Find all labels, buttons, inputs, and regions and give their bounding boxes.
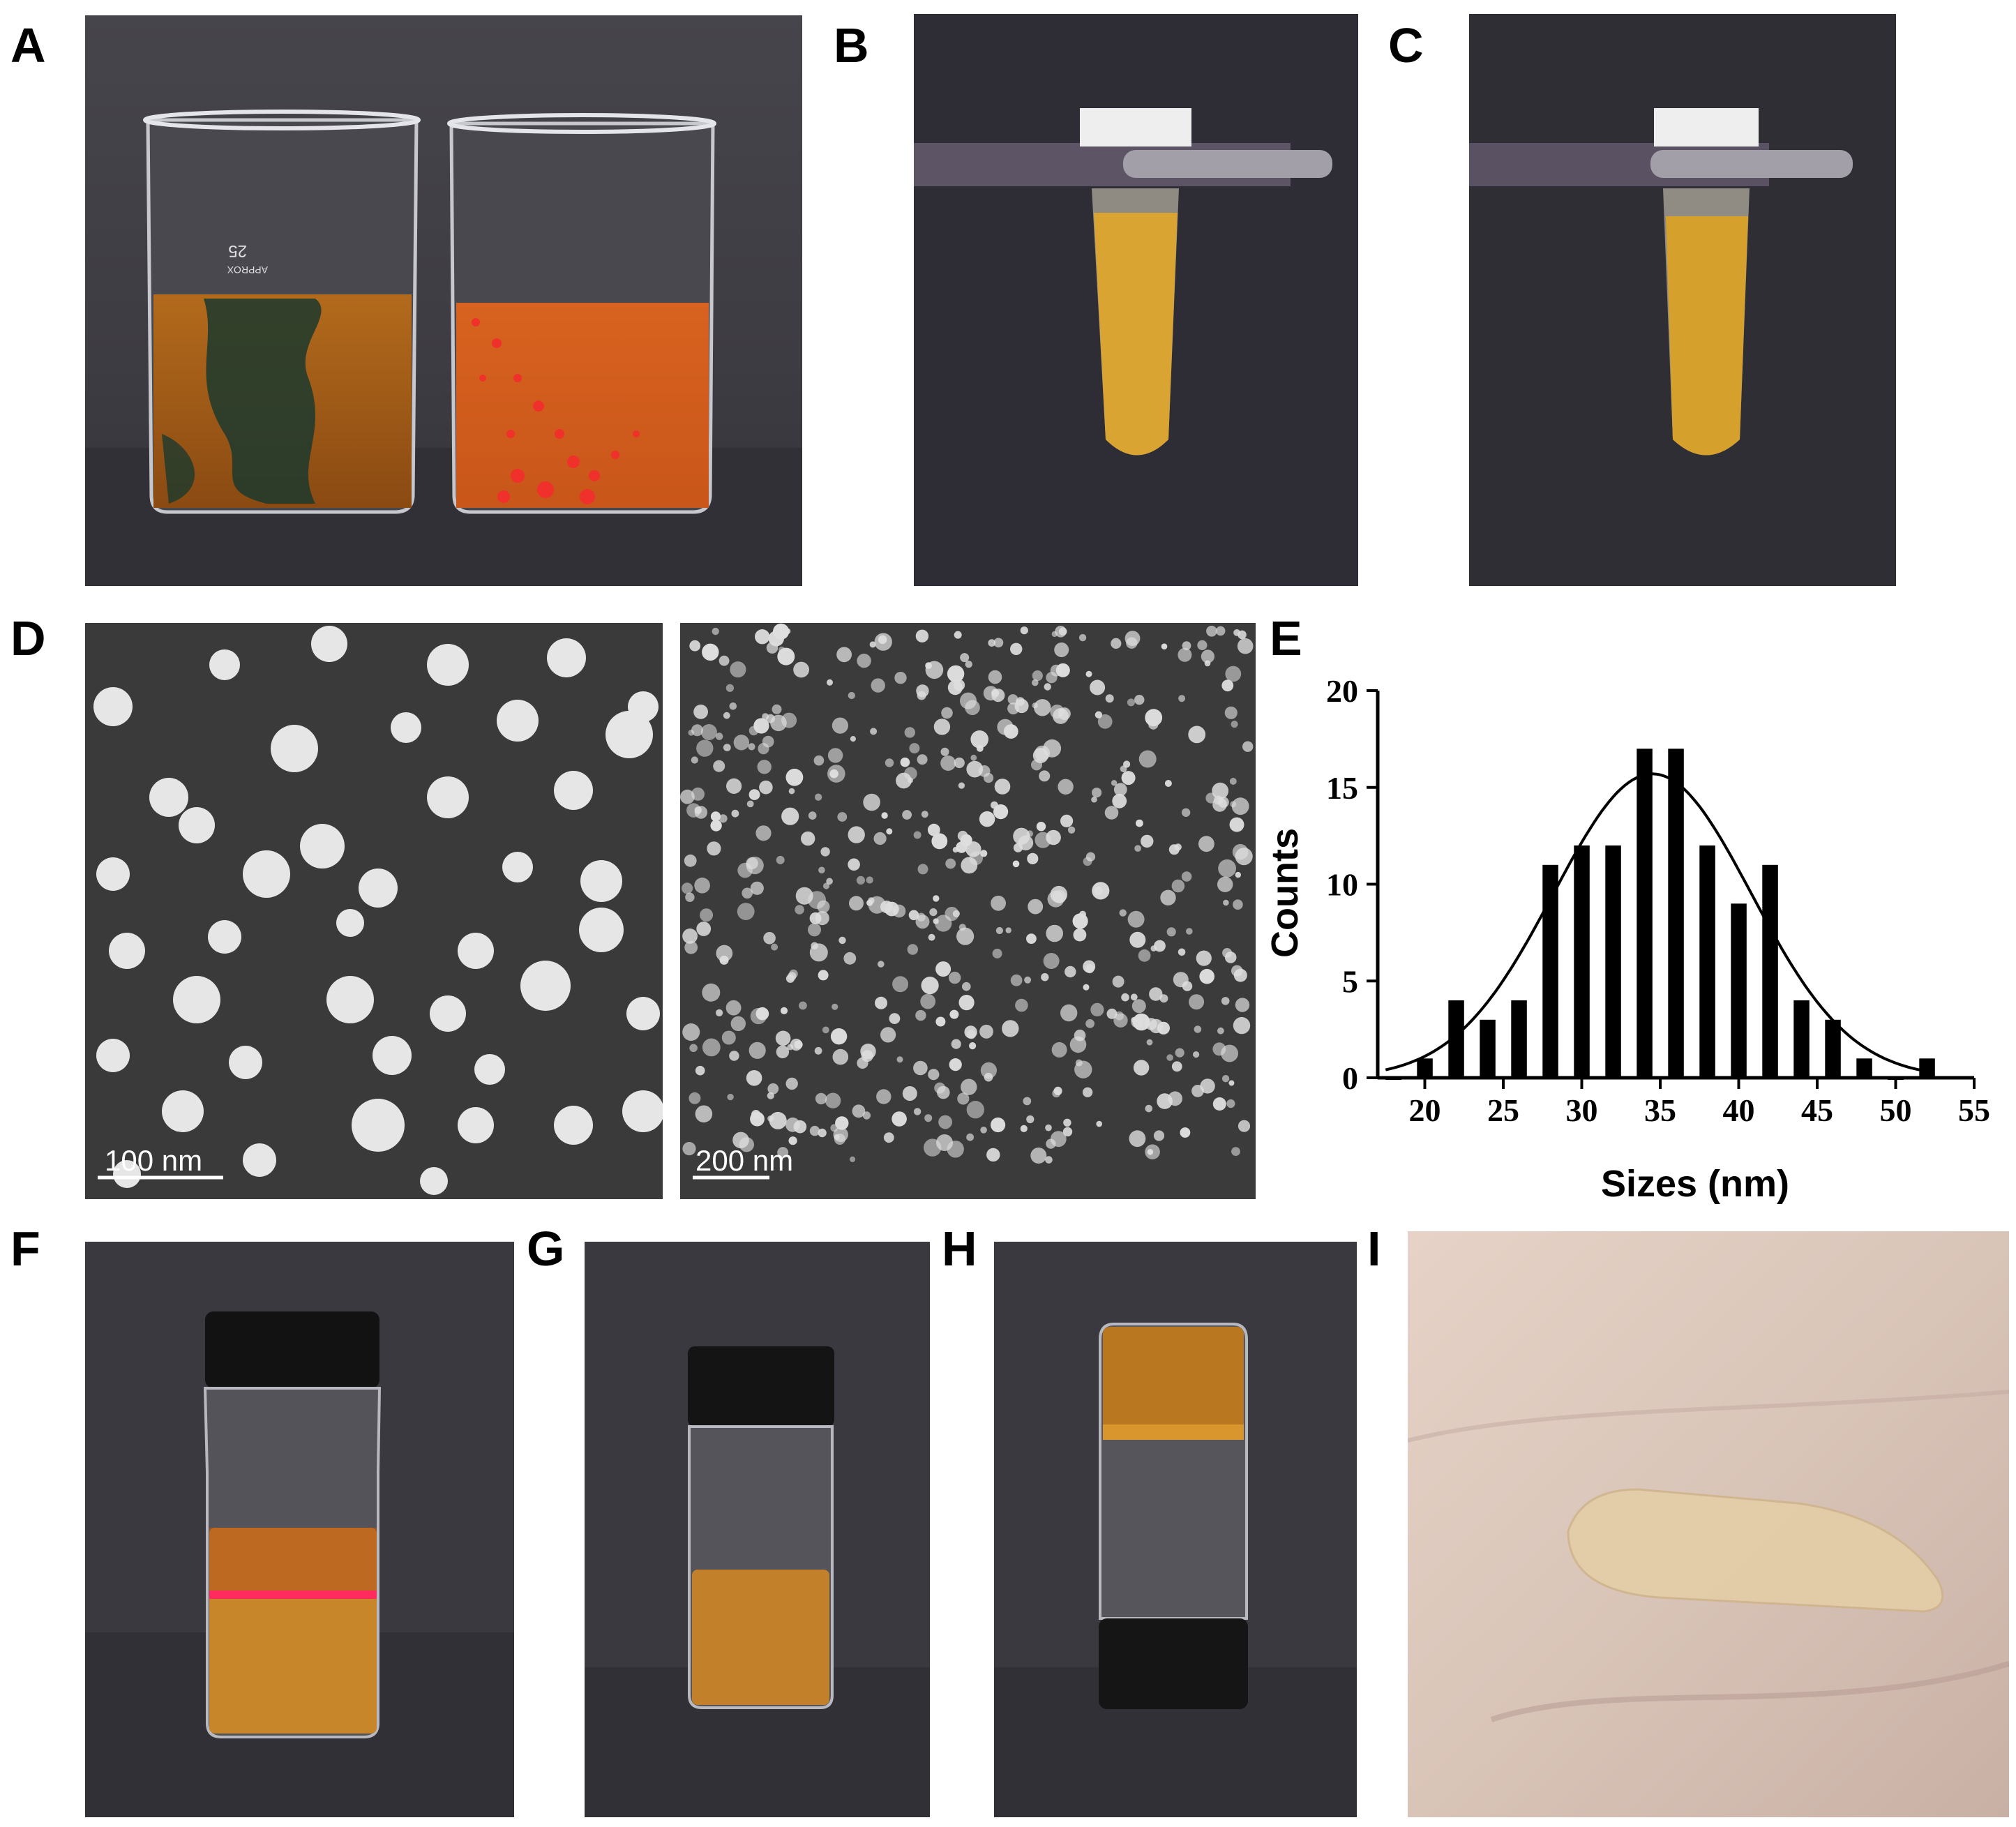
- panel-letter-g: G: [527, 1221, 565, 1276]
- x-tick-label: 35: [1644, 1092, 1676, 1128]
- histogram-bar: [1511, 1000, 1527, 1078]
- sem-image-right: 200 nm: [680, 623, 1256, 1199]
- x-tick-label: 40: [1723, 1092, 1755, 1128]
- x-tick-label: 50: [1880, 1092, 1912, 1128]
- panel-letter-h: H: [942, 1221, 977, 1276]
- y-tick-label: 0: [1342, 1060, 1358, 1096]
- x-tick-label: 45: [1801, 1092, 1833, 1128]
- x-tick-label: 30: [1566, 1092, 1598, 1128]
- x-tick-label: 25: [1487, 1092, 1519, 1128]
- panel-letter-e: E: [1270, 611, 1302, 666]
- histogram-bar: [1448, 1000, 1464, 1078]
- photo-beakers: 25 APPROX: [85, 15, 802, 586]
- y-axis-label: Counts: [1264, 828, 1306, 958]
- panel-letter-f: F: [10, 1221, 40, 1276]
- photo-vial-f: [85, 1242, 514, 1817]
- histogram-bar: [1793, 1000, 1810, 1078]
- scale-bar-100nm: 100 nm: [105, 1144, 202, 1177]
- histogram-bar: [1480, 1019, 1496, 1078]
- x-axis-label: Sizes (nm): [1601, 1163, 1789, 1205]
- sem-image-left: 100 nm: [85, 623, 663, 1199]
- photo-tube-b: [914, 14, 1358, 586]
- histogram-bar: [1417, 1058, 1433, 1078]
- beaker-marking-approx: APPROX: [227, 264, 268, 276]
- histogram-panel: 20 25 30 35 40 45 50 55 0 5 10 15 20 Sizes (nm) Cou…: [1263, 614, 2009, 1214]
- histogram-bar: [1637, 749, 1653, 1078]
- x-tick-label: 55: [1958, 1092, 1990, 1128]
- scale-bar-200nm: 200 nm: [695, 1144, 793, 1177]
- y-tick-label: 10: [1326, 867, 1358, 903]
- beaker-marking-25: 25: [228, 241, 247, 260]
- histogram-bar: [1825, 1019, 1841, 1078]
- panel-letter-d: D: [10, 611, 46, 666]
- panel-letter-c: C: [1388, 18, 1424, 73]
- photo-vial-h: [994, 1242, 1357, 1817]
- histogram-bar: [1542, 864, 1558, 1078]
- panel-letter-b: B: [834, 18, 869, 73]
- histogram-bar: [1699, 845, 1715, 1078]
- panel-letter-a: A: [10, 18, 46, 73]
- histogram-bar: [1668, 749, 1684, 1078]
- y-tick-label: 5: [1342, 963, 1358, 999]
- histogram-bar: [1919, 1058, 1935, 1078]
- y-tick-label: 15: [1326, 770, 1358, 806]
- panel-letter-i: I: [1367, 1221, 1381, 1276]
- histogram-bar: [1762, 864, 1778, 1078]
- histogram-bar: [1605, 845, 1621, 1078]
- histogram-bar: [1856, 1058, 1872, 1078]
- histogram-bar: [1574, 845, 1590, 1078]
- gaussian-fit-curve: [1385, 772, 1927, 1073]
- x-tick-label: 20: [1409, 1092, 1441, 1128]
- histogram-chart: 20 25 30 35 40 45 50 55 0 5 10 15 20 Sizes (nm) Cou…: [1264, 673, 1990, 1205]
- photo-skin-gel: [1408, 1231, 2009, 1817]
- photo-vial-g: [585, 1242, 930, 1817]
- histogram-bar: [1731, 903, 1747, 1078]
- photo-tube-c: [1469, 14, 1896, 586]
- y-tick-label: 20: [1326, 673, 1358, 709]
